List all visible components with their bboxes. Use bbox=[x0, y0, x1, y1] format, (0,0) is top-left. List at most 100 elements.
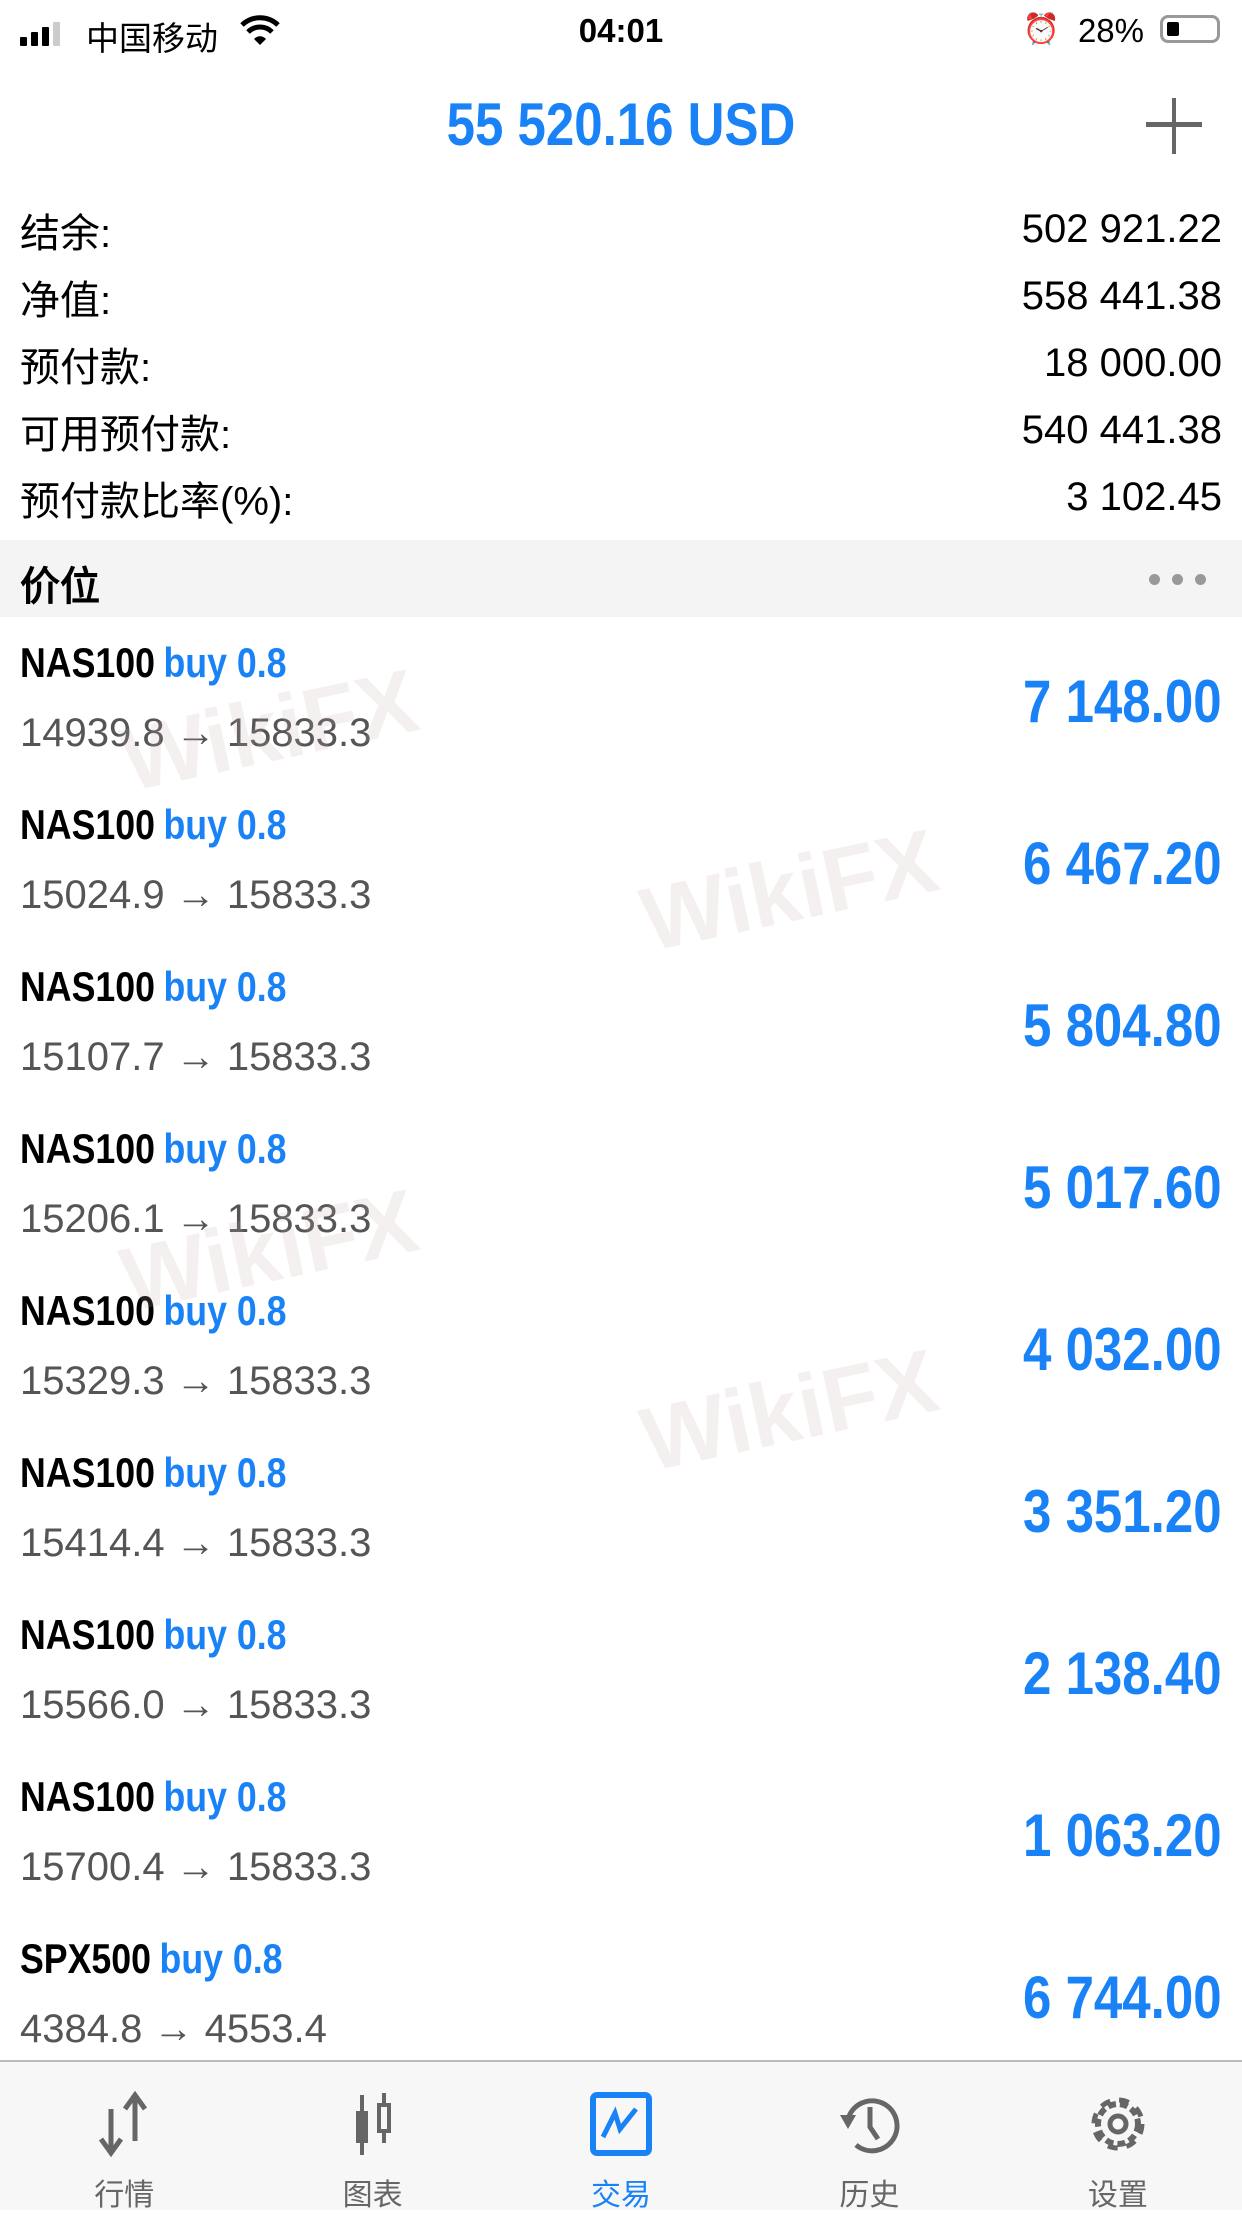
position-prices: 15566.0 → 15833.3 bbox=[20, 1683, 372, 1727]
position-profit: 6 467.20 bbox=[1023, 830, 1222, 897]
tab-quotes[interactable]: 行情 bbox=[0, 2062, 248, 2212]
position-profit: 6 744.00 bbox=[1023, 1964, 1222, 2031]
position-row[interactable]: NAS100 buy 0.8 15206.1 → 15833.3 5 017.60 bbox=[0, 1103, 1242, 1265]
position-row[interactable]: NAS100 buy 0.8 15024.9 → 15833.3 6 467.20 bbox=[0, 779, 1242, 941]
position-side: buy 0.8 bbox=[163, 963, 287, 1010]
position-prices: 15700.4 → 15833.3 bbox=[20, 1845, 372, 1889]
tab-trade[interactable]: 交易 bbox=[497, 2062, 745, 2212]
position-row[interactable]: NAS100 buy 0.8 15107.7 → 15833.3 5 804.80 bbox=[0, 941, 1242, 1103]
clock: 04:01 bbox=[578, 12, 664, 49]
tab-label: 设置 bbox=[1087, 2179, 1148, 2212]
account-row-balance: 结余: 502 921.22 bbox=[0, 196, 1242, 263]
position-symbol: NAS100 buy 0.8 bbox=[20, 1125, 286, 1173]
position-side: buy 0.8 bbox=[159, 1935, 283, 1982]
status-bar: 中国移动 04:01 ⏰ 28% bbox=[0, 0, 1242, 62]
candlestick-icon bbox=[248, 2084, 496, 2164]
position-symbol: NAS100 buy 0.8 bbox=[20, 1449, 286, 1497]
symbol-name: NAS100 bbox=[20, 1449, 155, 1496]
position-side: buy 0.8 bbox=[163, 1449, 287, 1496]
position-side: buy 0.8 bbox=[163, 639, 287, 686]
history-clock-icon bbox=[745, 2084, 993, 2164]
account-row-margin-level: 预付款比率(%): 3 102.45 bbox=[0, 464, 1242, 531]
account-row-free-margin: 可用预付款: 540 441.38 bbox=[0, 397, 1242, 464]
account-value: 502 921.22 bbox=[1021, 207, 1222, 251]
account-label: 可用预付款: bbox=[20, 412, 232, 457]
position-profit: 2 138.40 bbox=[1023, 1640, 1222, 1707]
signal-icon bbox=[20, 22, 60, 46]
position-row[interactable]: NAS100 buy 0.8 15700.4 → 15833.3 1 063.20 bbox=[0, 1751, 1242, 1913]
symbol-name: NAS100 bbox=[20, 1125, 155, 1172]
position-profit: 4 032.00 bbox=[1023, 1316, 1222, 1383]
position-side: buy 0.8 bbox=[163, 801, 287, 848]
wifi-icon bbox=[240, 14, 280, 54]
position-symbol: NAS100 buy 0.8 bbox=[20, 801, 286, 849]
more-dots-icon[interactable] bbox=[1149, 574, 1206, 585]
carrier-name: 中国移动 bbox=[86, 20, 218, 57]
position-symbol: NAS100 buy 0.8 bbox=[20, 1611, 286, 1659]
account-value: 540 441.38 bbox=[1021, 408, 1222, 452]
alarm-icon: ⏰ bbox=[1022, 13, 1060, 46]
position-row[interactable]: NAS100 buy 0.8 14939.8 → 15833.3 7 148.00 bbox=[0, 617, 1242, 779]
position-row[interactable]: NAS100 buy 0.8 15566.0 → 15833.3 2 138.40 bbox=[0, 1589, 1242, 1751]
position-profit: 7 148.00 bbox=[1023, 668, 1222, 735]
position-side: buy 0.8 bbox=[163, 1287, 287, 1334]
position-prices: 15329.3 → 15833.3 bbox=[20, 1359, 372, 1403]
position-side: buy 0.8 bbox=[163, 1611, 287, 1658]
account-label: 预付款: bbox=[20, 345, 152, 390]
account-label: 净值: bbox=[20, 278, 112, 323]
account-label: 结余: bbox=[20, 211, 112, 256]
plus-icon[interactable] bbox=[1146, 98, 1202, 154]
section-title: 价位 bbox=[20, 565, 100, 609]
tab-label: 交易 bbox=[591, 2179, 652, 2212]
account-label: 预付款比率(%): bbox=[20, 479, 294, 524]
symbol-name: NAS100 bbox=[20, 1287, 155, 1334]
account-row-equity: 净值: 558 441.38 bbox=[0, 263, 1242, 330]
tab-settings[interactable]: 设置 bbox=[994, 2062, 1242, 2212]
symbol-name: NAS100 bbox=[20, 801, 155, 848]
gear-icon bbox=[994, 2084, 1242, 2164]
positions-section-header: 价位 bbox=[0, 540, 1242, 617]
positions-list: NAS100 buy 0.8 14939.8 → 15833.3 7 148.00 NA… bbox=[0, 617, 1242, 2075]
position-symbol: SPX500 buy 0.8 bbox=[20, 1935, 283, 1983]
position-row[interactable]: NAS100 buy 0.8 15329.3 → 15833.3 4 032.00 bbox=[0, 1265, 1242, 1427]
symbol-name: SPX500 bbox=[20, 1935, 152, 1982]
position-symbol: NAS100 buy 0.8 bbox=[20, 1773, 286, 1821]
position-row[interactable]: NAS100 buy 0.8 15414.4 → 15833.3 3 351.20 bbox=[0, 1427, 1242, 1589]
position-side: buy 0.8 bbox=[163, 1125, 287, 1172]
position-symbol: NAS100 buy 0.8 bbox=[20, 963, 286, 1011]
quotes-arrows-icon bbox=[0, 2084, 248, 2164]
header: 55 520.16 USD bbox=[0, 62, 1242, 192]
position-prices: 4384.8 → 4553.4 bbox=[20, 2007, 327, 2051]
position-profit: 5 804.80 bbox=[1023, 992, 1222, 1059]
tab-label: 行情 bbox=[94, 2179, 155, 2212]
tab-bar: 行情 图表 交易 历史 设置 bbox=[0, 2060, 1242, 2212]
position-profit: 5 017.60 bbox=[1023, 1154, 1222, 1221]
tab-charts[interactable]: 图表 bbox=[248, 2062, 496, 2212]
battery-percent: 28% bbox=[1077, 12, 1144, 49]
account-value: 3 102.45 bbox=[1066, 475, 1222, 519]
position-profit: 3 351.20 bbox=[1023, 1478, 1222, 1545]
symbol-name: NAS100 bbox=[20, 963, 155, 1010]
position-profit: 1 063.20 bbox=[1023, 1802, 1222, 1869]
position-side: buy 0.8 bbox=[163, 1773, 287, 1820]
account-row-margin: 预付款: 18 000.00 bbox=[0, 330, 1242, 397]
symbol-name: NAS100 bbox=[20, 639, 155, 686]
account-value: 558 441.38 bbox=[1021, 274, 1222, 318]
symbol-name: NAS100 bbox=[20, 1611, 155, 1658]
position-prices: 15414.4 → 15833.3 bbox=[20, 1521, 372, 1565]
account-summary: 结余: 502 921.22 净值: 558 441.38 预付款: 18 000.0… bbox=[0, 196, 1242, 531]
position-symbol: NAS100 buy 0.8 bbox=[20, 639, 286, 687]
tab-label: 图表 bbox=[342, 2179, 403, 2212]
position-prices: 15024.9 → 15833.3 bbox=[20, 873, 372, 917]
trade-chart-icon bbox=[497, 2084, 745, 2164]
tab-history[interactable]: 历史 bbox=[745, 2062, 993, 2212]
position-symbol: NAS100 buy 0.8 bbox=[20, 1287, 286, 1335]
account-value: 18 000.00 bbox=[1044, 341, 1222, 385]
position-prices: 15206.1 → 15833.3 bbox=[20, 1197, 372, 1241]
battery-icon bbox=[1160, 15, 1220, 43]
position-row[interactable]: SPX500 buy 0.8 4384.8 → 4553.4 6 744.00 bbox=[0, 1913, 1242, 2075]
position-prices: 14939.8 → 15833.3 bbox=[20, 711, 372, 755]
position-prices: 15107.7 → 15833.3 bbox=[20, 1035, 372, 1079]
balance-title: 55 520.16 USD bbox=[446, 91, 796, 158]
tab-label: 历史 bbox=[839, 2179, 900, 2212]
